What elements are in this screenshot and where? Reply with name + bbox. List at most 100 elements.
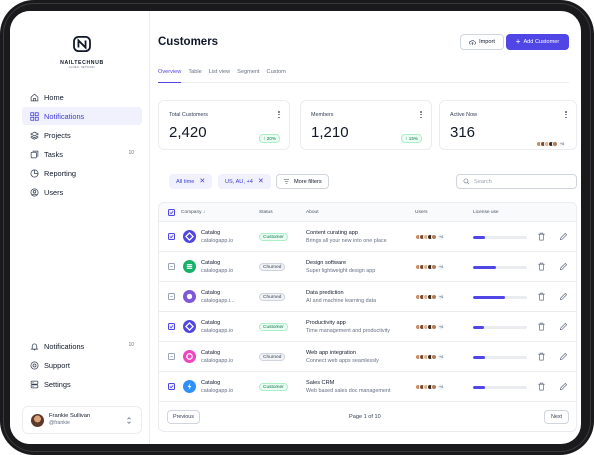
license-use-fill <box>473 356 485 359</box>
nav-item-notifications[interactable]: Notifications <box>22 107 142 125</box>
brand-logo[interactable]: NAILTECHNUB GLOBAL NETWORK <box>58 36 106 69</box>
nav-item-reporting[interactable]: Reporting <box>22 164 142 182</box>
nav-item-bottom-notifications[interactable]: Notifications 10 <box>22 337 142 355</box>
avatar <box>431 384 437 390</box>
tab-segment[interactable]: Segment <box>237 69 260 75</box>
trash-icon[interactable] <box>537 382 546 391</box>
nav-item-projects[interactable]: Projects <box>22 126 142 144</box>
close-icon[interactable]: ✕ <box>199 178 206 185</box>
add-customer-button[interactable]: + Add Customer <box>506 34 569 50</box>
company-logo-icon <box>183 260 196 273</box>
more-vertical-icon[interactable] <box>420 111 422 120</box>
column-header-users: Users <box>415 210 428 215</box>
change-badge: ↑ 20% <box>259 134 280 143</box>
row-checkbox[interactable] <box>168 353 175 360</box>
search-input[interactable]: Search <box>456 174 577 189</box>
chevron-selector-icon[interactable] <box>126 416 132 425</box>
customers-table: Company ↓ Status About Users License use… <box>158 202 577 432</box>
edit-pencil-icon[interactable] <box>559 322 568 331</box>
column-header-company[interactable]: Company ↓ <box>181 210 205 215</box>
filter-lines-icon <box>283 179 290 184</box>
trash-icon[interactable] <box>537 322 546 331</box>
status-badge: Customer <box>259 323 288 331</box>
import-button[interactable]: Import <box>460 34 504 50</box>
stat-card-active-now: Active Now 316 +4 <box>439 100 577 150</box>
user-account-card[interactable]: Frankie Sullivan @frankie <box>22 406 142 434</box>
minus-icon <box>170 296 173 297</box>
user-name: Frankie Sullivan <box>49 413 91 419</box>
nav-label: Reporting <box>44 168 77 178</box>
add-customer-label: Add Customer <box>523 39 560 45</box>
company-url[interactable]: catalogapp.io <box>201 358 234 364</box>
stat-label: Total Customers <box>169 112 208 118</box>
company-url[interactable]: catalogapp.io <box>201 238 234 244</box>
status-badge: Churned <box>259 293 286 301</box>
company-url[interactable]: catalogapp.i... <box>201 298 235 304</box>
arrow-up-icon: ↑ <box>263 136 267 141</box>
tab-table[interactable]: Table <box>188 69 202 75</box>
company-name: Catalog <box>201 380 221 386</box>
table-row[interactable]: Catalog catalogapp.io Customer Content cura… <box>159 222 576 252</box>
row-checkbox[interactable] <box>168 293 175 300</box>
row-checkbox[interactable] <box>168 323 175 330</box>
about-title: Web app integration <box>306 350 356 356</box>
select-all-checkbox[interactable] <box>168 209 175 216</box>
tab-overview[interactable]: Overview <box>158 68 182 83</box>
previous-page-button[interactable]: Previous <box>167 410 200 424</box>
license-use-fill <box>473 326 484 329</box>
search-icon <box>463 178 470 185</box>
table-row[interactable]: Catalog catalogapp.io Churned Web app integ… <box>159 342 576 372</box>
nav-label: Support <box>44 360 70 370</box>
trash-icon[interactable] <box>537 292 546 301</box>
users-avatar-group: +4 <box>415 294 444 300</box>
trash-icon[interactable] <box>537 262 546 271</box>
nav-label: Notifications <box>44 111 85 121</box>
nav-item-home[interactable]: Home <box>22 88 142 106</box>
tab-list-view[interactable]: List view <box>208 69 231 75</box>
trash-icon[interactable] <box>537 352 546 361</box>
check-icon <box>169 324 174 329</box>
filter-chip-time[interactable]: All time ✕ <box>169 174 213 189</box>
more-filters-button[interactable]: More filters <box>276 174 329 189</box>
edit-pencil-icon[interactable] <box>559 262 568 271</box>
tasks-count-badge: 10 <box>128 150 134 156</box>
close-icon[interactable]: ✕ <box>257 178 264 185</box>
company-url[interactable]: catalogapp.io <box>201 388 234 394</box>
table-row[interactable]: Catalog catalogapp.io Churned Design softwa… <box>159 252 576 282</box>
edit-pencil-icon[interactable] <box>559 232 568 241</box>
users-avatar-group: +4 <box>415 234 444 240</box>
table-row[interactable]: Catalog catalogapp.io Customer Sales CRM Web… <box>159 372 576 402</box>
sidebar: NAILTECHNUB GLOBAL NETWORK Home Notifica… <box>10 11 150 444</box>
user-avatar <box>31 413 44 427</box>
next-page-button[interactable]: Next <box>544 410 569 424</box>
edit-pencil-icon[interactable] <box>559 352 568 361</box>
tab-custom[interactable]: Custom <box>266 69 286 75</box>
nav-item-support[interactable]: Support <box>22 356 142 374</box>
nav-item-settings[interactable]: Settings <box>22 375 142 393</box>
pagination: Previous Page 1 of 10 Next <box>159 403 576 431</box>
check-icon <box>169 384 174 389</box>
more-vertical-icon[interactable] <box>278 111 280 120</box>
row-checkbox[interactable] <box>168 233 175 240</box>
row-checkbox[interactable] <box>168 263 175 270</box>
trash-icon[interactable] <box>537 232 546 241</box>
layers-icon <box>30 131 39 140</box>
company-url[interactable]: catalogapp.io <box>201 328 234 334</box>
company-url[interactable]: catalogapp.io <box>201 268 234 274</box>
nav-item-users[interactable]: Users <box>22 183 142 201</box>
company-name: Catalog <box>201 320 221 326</box>
edit-pencil-icon[interactable] <box>559 382 568 391</box>
change-value: 15% <box>408 136 418 141</box>
search-placeholder: Search <box>474 178 492 185</box>
nav-item-tasks[interactable]: Tasks 10 <box>22 145 142 163</box>
stat-card-members: Members 1,210 ↑ 15% <box>300 100 432 150</box>
table-row[interactable]: Catalog catalogapp.io Customer Productivity… <box>159 312 576 342</box>
filter-chip-region[interactable]: US, AU, +4 ✕ <box>218 174 271 189</box>
table-row[interactable]: Catalog catalogapp.i... Churned Data predic… <box>159 282 576 312</box>
app-screen: NAILTECHNUB GLOBAL NETWORK Home Notifica… <box>10 11 581 444</box>
nav-label: Projects <box>44 130 71 140</box>
row-checkbox[interactable] <box>168 383 175 390</box>
edit-pencil-icon[interactable] <box>559 292 568 301</box>
more-vertical-icon[interactable] <box>565 111 567 120</box>
license-use-bar <box>473 356 527 359</box>
